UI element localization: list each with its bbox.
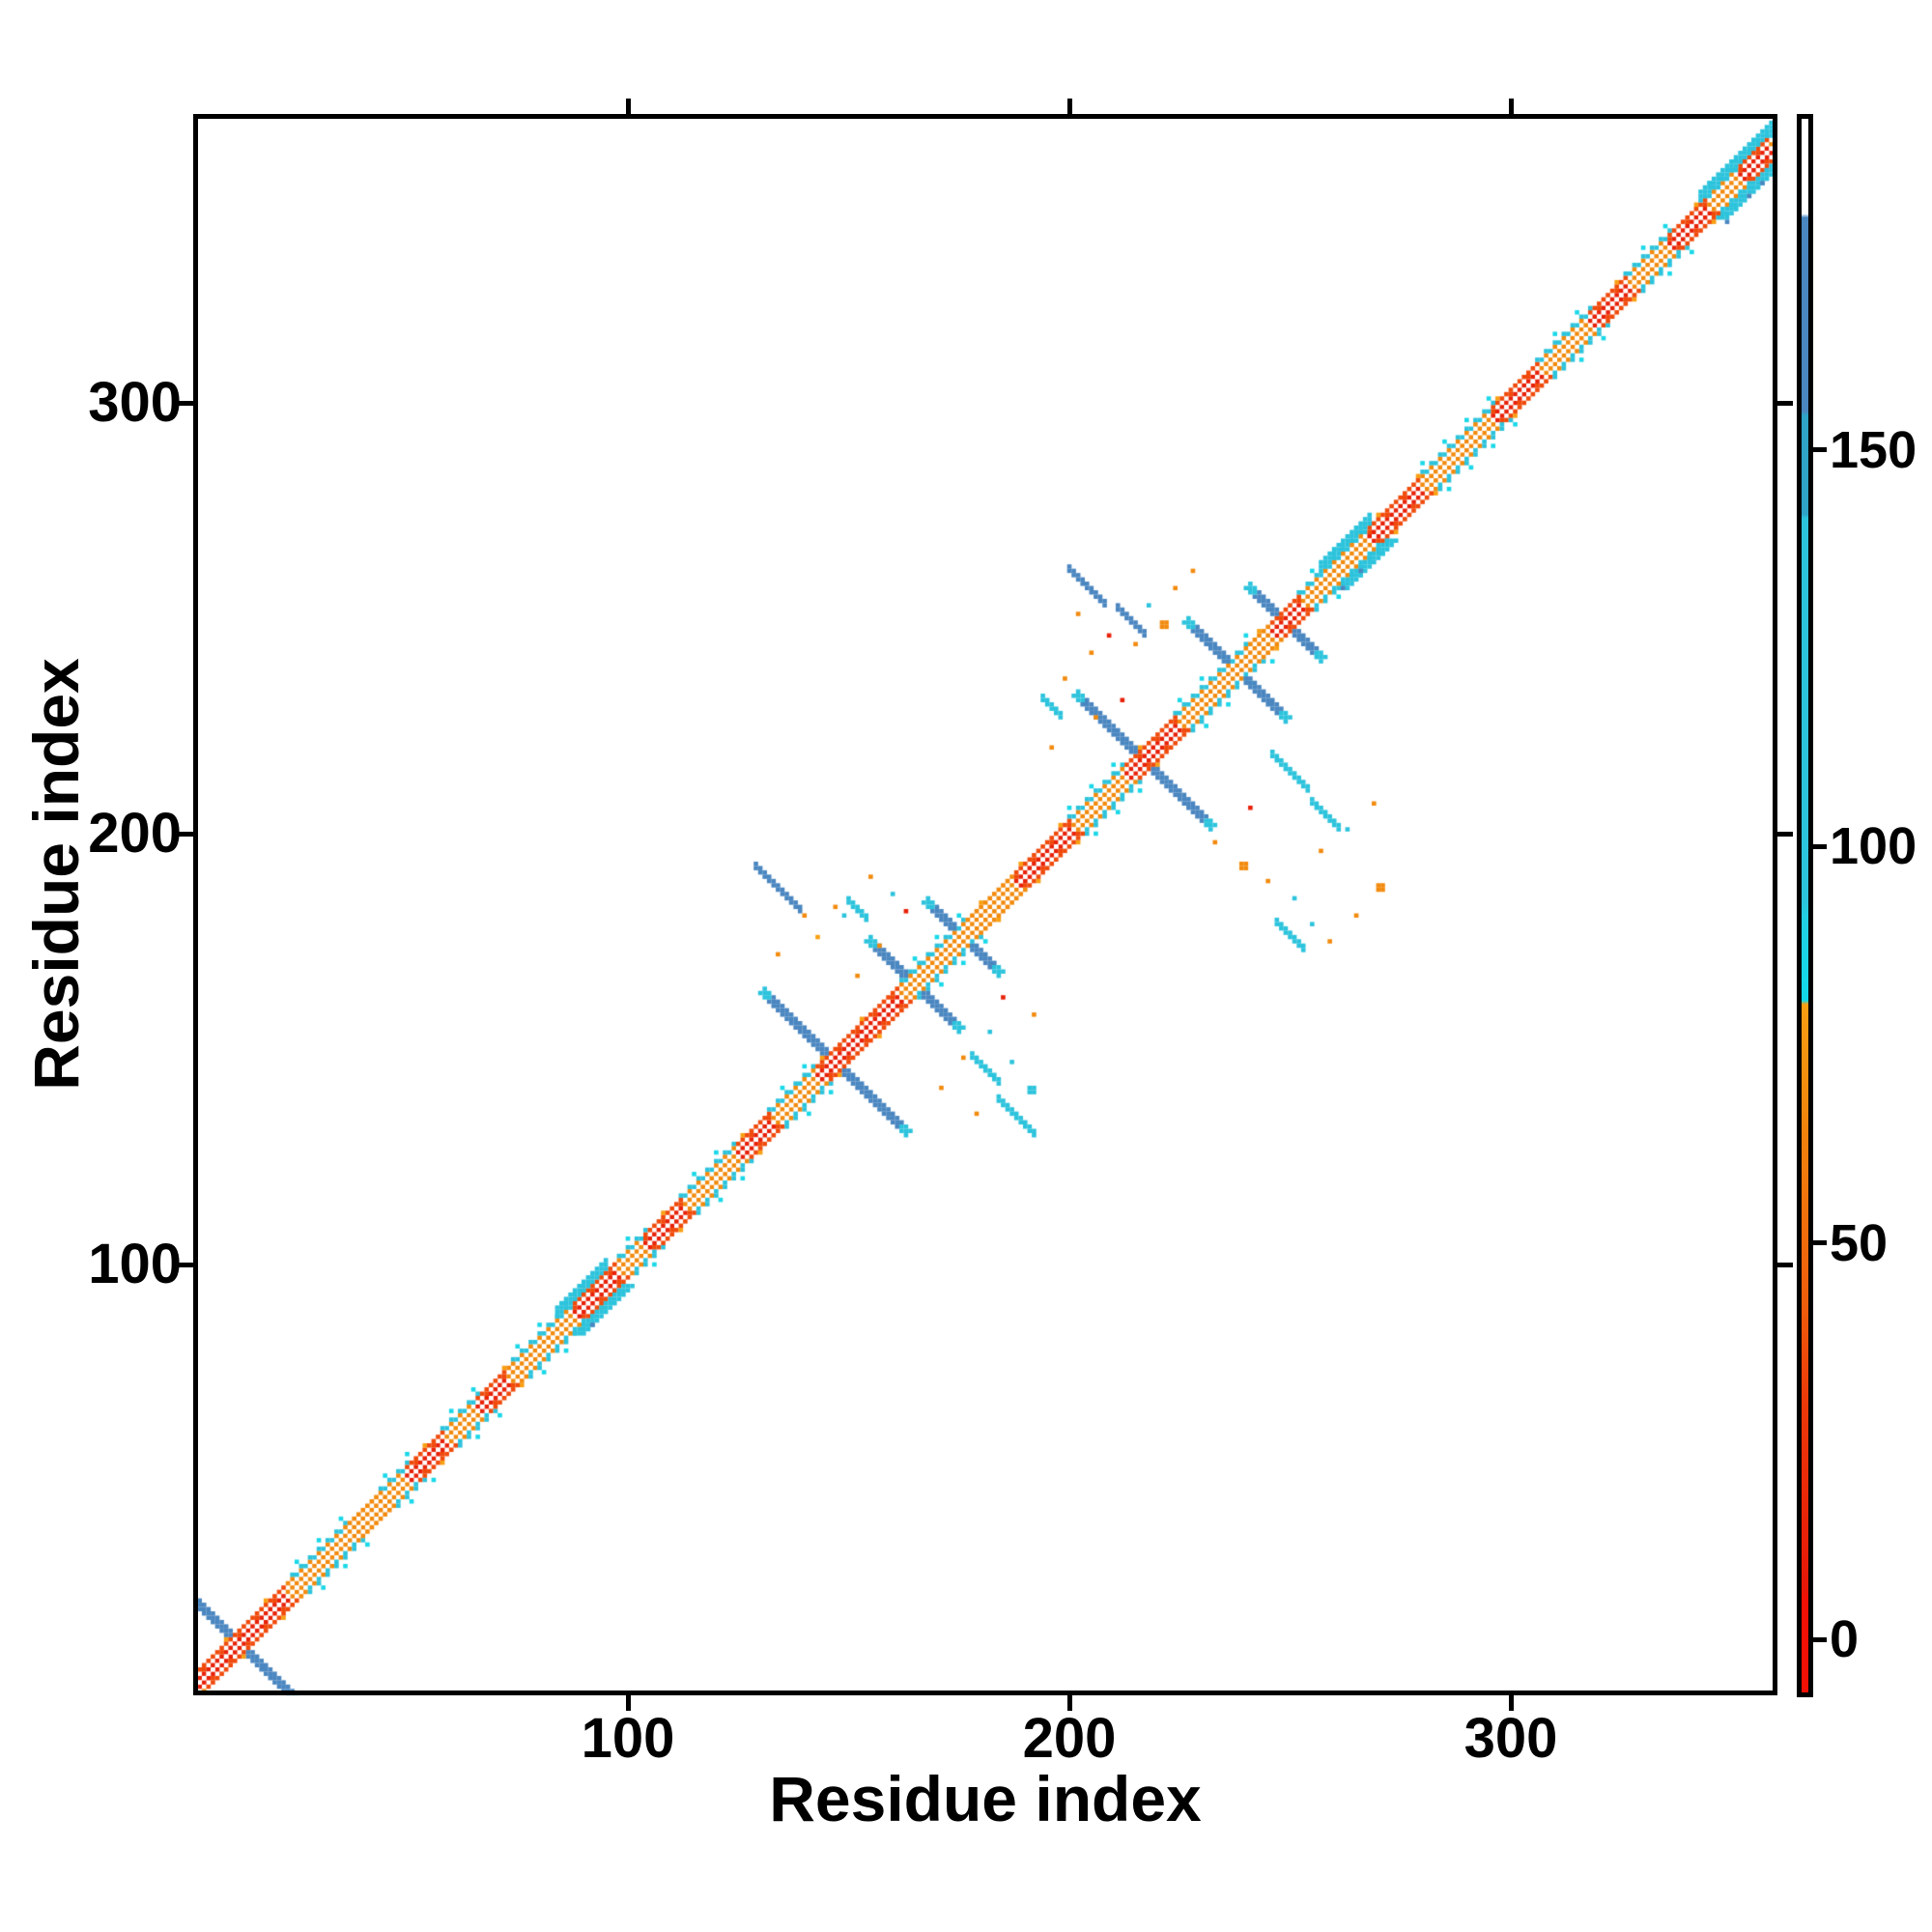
colorbar-tick-label-150: 150 <box>1830 420 1918 479</box>
y-tick-label-300: 300 <box>88 371 182 434</box>
colorbar-tick-0 <box>1813 1636 1827 1642</box>
x-axis-tick-bottom-200 <box>1066 1695 1072 1711</box>
y-axis-tick-left-300 <box>178 400 193 406</box>
y-tick-label-200: 200 <box>88 802 182 865</box>
x-axis-tick-bottom-300 <box>1508 1695 1514 1711</box>
x-axis-tick-top-300 <box>1508 99 1514 114</box>
x-axis-tick-top-200 <box>1066 99 1072 114</box>
y-axis-title: Residue index <box>20 658 92 1091</box>
x-tick-label-300: 300 <box>1463 1707 1558 1770</box>
colorbar-tick-50 <box>1813 1240 1827 1245</box>
x-tick-label-200: 200 <box>1022 1707 1117 1770</box>
x-axis-tick-top-100 <box>625 99 631 114</box>
y-axis-tick-right-200 <box>1777 831 1793 837</box>
y-axis-tick-left-200 <box>178 831 193 837</box>
y-axis-tick-right-100 <box>1777 1262 1793 1267</box>
x-axis-tick-bottom-100 <box>625 1695 631 1711</box>
x-axis-title: Residue index <box>769 1763 1202 1834</box>
y-tick-label-100: 100 <box>88 1233 182 1295</box>
colorbar-tick-100 <box>1813 843 1827 849</box>
y-axis-tick-right-300 <box>1777 400 1793 406</box>
colorbar <box>1797 114 1813 1697</box>
colorbar-tick-label-50: 50 <box>1830 1213 1889 1272</box>
x-tick-label-100: 100 <box>581 1707 675 1770</box>
colorbar-tick-label-100: 100 <box>1830 817 1918 875</box>
y-axis-tick-left-100 <box>178 1262 193 1267</box>
colorbar-tick-150 <box>1813 447 1827 452</box>
colorbar-tick-label-0: 0 <box>1830 1610 1860 1668</box>
colorbar-gradient <box>1802 119 1808 1692</box>
